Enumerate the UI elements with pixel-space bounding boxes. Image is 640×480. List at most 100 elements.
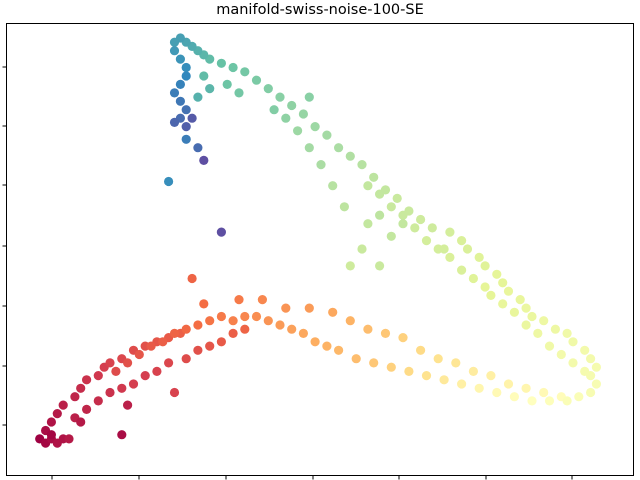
scatter-point bbox=[492, 387, 502, 398]
scatter-point bbox=[205, 316, 215, 326]
scatter-point bbox=[193, 320, 203, 330]
scatter-point bbox=[222, 79, 232, 89]
scatter-point bbox=[93, 371, 103, 381]
scatter-point bbox=[539, 316, 549, 326]
scatter-point bbox=[363, 181, 373, 191]
scatter-point bbox=[386, 202, 396, 212]
scatter-point bbox=[199, 71, 209, 81]
scatter-point bbox=[562, 328, 572, 338]
scatter-point bbox=[228, 316, 238, 326]
scatter-point bbox=[521, 303, 531, 313]
scatter-points bbox=[35, 33, 602, 448]
scatter-point bbox=[269, 105, 279, 115]
scatter-point bbox=[334, 345, 344, 355]
scatter-point bbox=[328, 181, 338, 191]
scatter-point bbox=[310, 122, 320, 132]
scatter-point bbox=[123, 400, 133, 410]
scatter-point bbox=[527, 396, 537, 406]
scatter-point bbox=[457, 265, 467, 275]
scatter-point bbox=[76, 417, 86, 427]
chart-title: manifold-swiss-noise-100-SE bbox=[216, 2, 424, 18]
scatter-point bbox=[398, 219, 408, 229]
scatter-point bbox=[193, 143, 203, 153]
scatter-point bbox=[345, 151, 355, 161]
scatter-point bbox=[503, 379, 514, 389]
scatter-point bbox=[181, 62, 191, 73]
scatter-point bbox=[509, 392, 519, 402]
scatter-point bbox=[82, 375, 92, 385]
scatter-point bbox=[181, 122, 191, 132]
scatter-point bbox=[322, 130, 332, 140]
scatter-point bbox=[515, 295, 525, 305]
scatter-point bbox=[586, 354, 596, 364]
scatter-point bbox=[216, 58, 226, 68]
scatter-point bbox=[216, 337, 226, 347]
scatter-point bbox=[533, 328, 543, 338]
scatter-point bbox=[234, 88, 244, 98]
scatter-point bbox=[521, 320, 531, 330]
x-axis-ticks bbox=[51, 475, 573, 480]
scatter-point bbox=[363, 219, 373, 229]
scatter-point bbox=[193, 345, 203, 355]
scatter-point bbox=[304, 143, 314, 153]
scatter-point bbox=[562, 396, 572, 406]
scatter-point bbox=[298, 328, 308, 338]
scatter-point bbox=[128, 379, 139, 389]
plot-frame bbox=[6, 23, 634, 476]
scatter-point bbox=[468, 273, 478, 284]
scatter-point bbox=[263, 84, 273, 94]
scatter-point bbox=[287, 324, 297, 334]
scatter-point bbox=[304, 92, 314, 102]
scatter-point bbox=[345, 316, 355, 326]
scatter-point bbox=[457, 379, 467, 389]
scatter-point bbox=[574, 392, 584, 402]
scatter-point bbox=[169, 88, 180, 98]
scatter-point bbox=[427, 223, 437, 233]
scatter-point bbox=[199, 155, 209, 165]
scatter-point bbox=[580, 345, 590, 355]
scatter-point bbox=[433, 354, 443, 364]
scatter-point bbox=[468, 366, 478, 376]
scatter-point bbox=[205, 84, 215, 94]
scatter-point bbox=[117, 430, 127, 440]
scatter-point bbox=[556, 349, 566, 360]
scatter-point bbox=[380, 185, 391, 195]
scatter-point bbox=[363, 324, 373, 334]
scatter-point bbox=[251, 75, 262, 85]
scatter-point bbox=[181, 134, 191, 144]
scatter-point bbox=[386, 231, 396, 241]
scatter-point bbox=[421, 236, 432, 246]
scatter-point bbox=[404, 366, 414, 376]
scatter-point bbox=[445, 252, 455, 262]
scatter-point bbox=[457, 236, 467, 246]
scatter-point bbox=[316, 160, 326, 170]
scatter-point bbox=[544, 341, 555, 351]
scatter-point bbox=[152, 366, 162, 376]
scatter-point bbox=[386, 362, 396, 372]
scatter-point bbox=[392, 193, 402, 203]
scatter-point bbox=[410, 223, 420, 233]
scatter-point bbox=[304, 303, 314, 313]
scatter-point bbox=[498, 278, 508, 288]
scatter-point bbox=[281, 303, 291, 313]
scatter-point bbox=[480, 282, 490, 292]
scatter-point bbox=[187, 113, 197, 123]
scatter-point bbox=[105, 387, 115, 398]
scatter-point bbox=[486, 371, 496, 381]
scatter-point bbox=[169, 117, 180, 127]
scatter-point bbox=[205, 341, 215, 351]
scatter-point bbox=[275, 92, 285, 102]
scatter-point bbox=[123, 358, 133, 368]
scatter-point bbox=[58, 400, 68, 410]
scatter-point bbox=[169, 46, 180, 56]
scatter-point bbox=[544, 396, 555, 406]
scatter-point bbox=[169, 37, 180, 47]
scatter-point bbox=[474, 252, 484, 262]
scatter-point bbox=[164, 176, 174, 187]
scatter-point bbox=[146, 341, 156, 351]
scatter-point bbox=[263, 316, 273, 326]
scatter-point bbox=[509, 307, 519, 317]
scatter-point bbox=[351, 354, 361, 364]
scatter-point bbox=[228, 62, 238, 73]
